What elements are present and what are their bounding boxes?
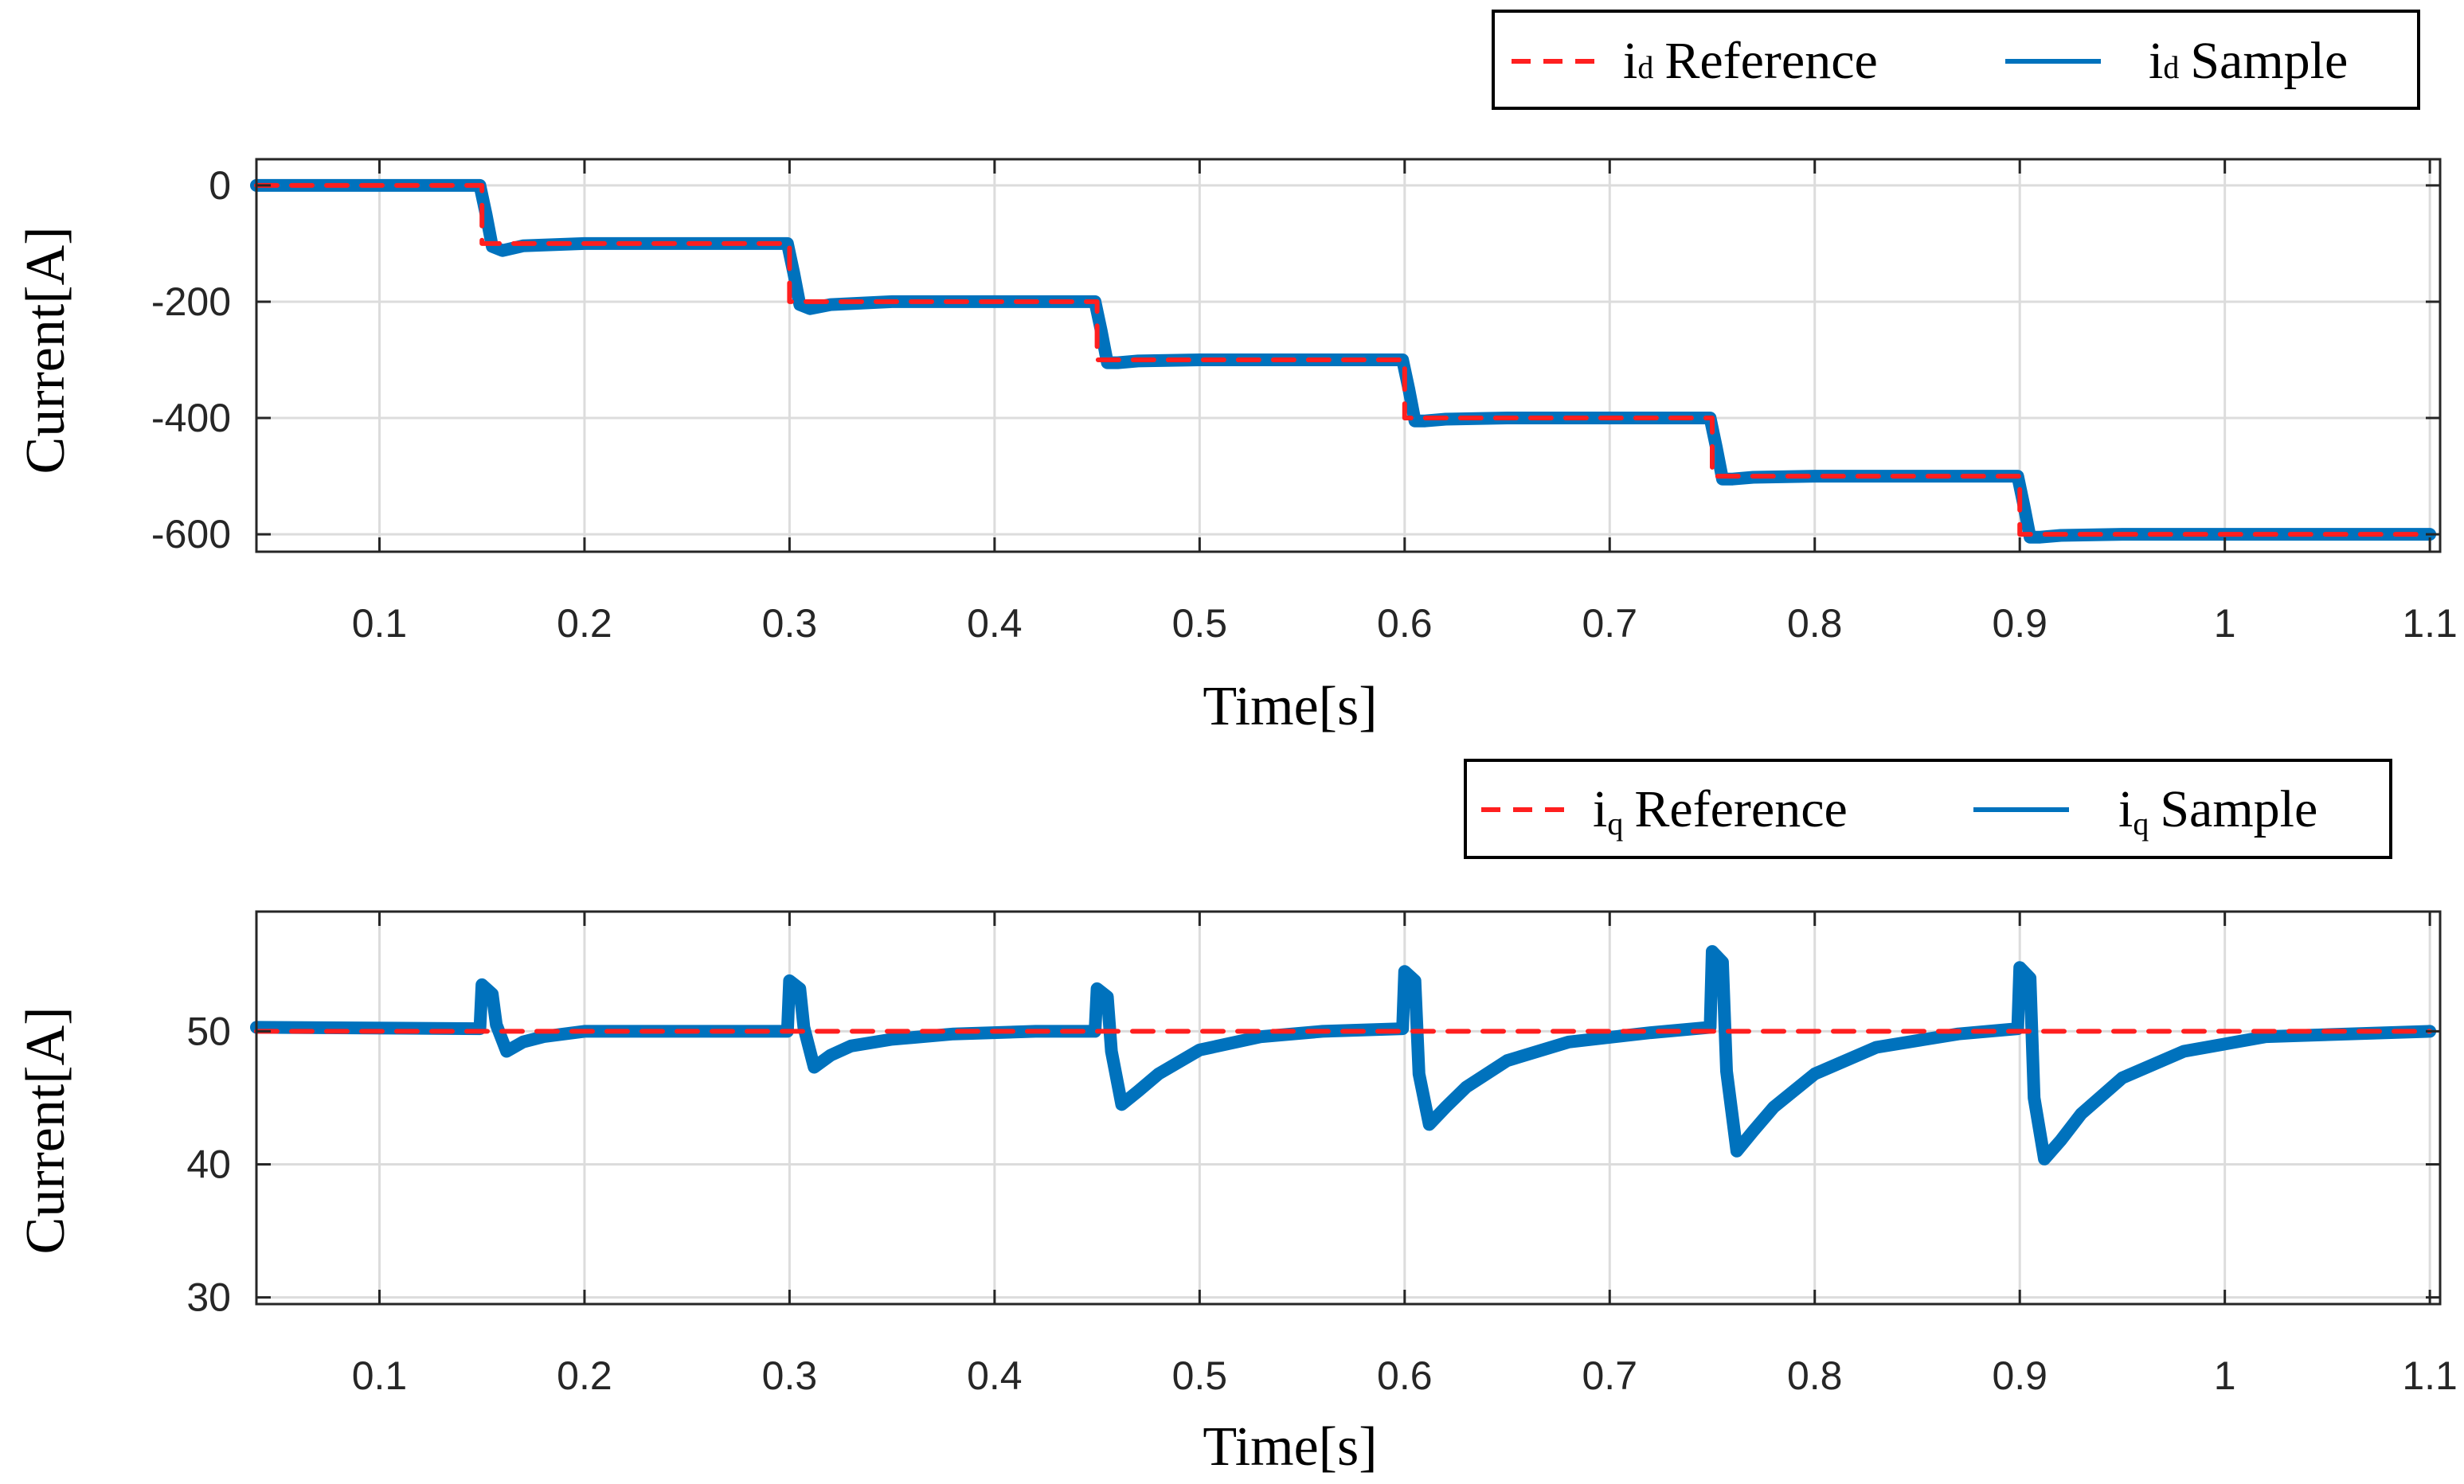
iq-grid [256, 912, 2440, 1304]
id-plot-area [250, 178, 2437, 544]
id-x-tick-label: 0.8 [1787, 601, 1843, 646]
id-axes-box [255, 158, 2442, 553]
iq-sample-series [250, 945, 2437, 1166]
iq-y-tick-label: 30 [186, 1275, 231, 1320]
iq-legend-reference-label: iq Reference [1593, 780, 1848, 842]
iq-axes-box [255, 910, 2442, 1306]
id-x-tick-label: 0.6 [1377, 601, 1433, 646]
id-x-tick-label: 0.7 [1582, 601, 1638, 646]
iq-plot-area [250, 945, 2437, 1166]
id-current-chart: id Reference id Sample 0.1 0.2 0.3 0.4 0.5 0.6 0… [15, 10, 2458, 737]
iq-ticks [256, 912, 2440, 1304]
id-x-tick-label: 0.5 [1172, 601, 1228, 646]
id-ticks [256, 159, 2440, 552]
iq-y-tick-label: 40 [186, 1142, 231, 1187]
id-x-tick-label: 0.2 [557, 601, 612, 646]
iq-legend-box [1464, 759, 2392, 859]
id-y-tick-label: -200 [151, 279, 231, 324]
id-tick-labels: 0.1 0.2 0.3 0.4 0.5 0.6 0.7 0.8 0.9 1 1.1 0 -200 -400… [151, 163, 2458, 646]
id-x-tick-label: 0.1 [352, 601, 408, 646]
iq-x-tick-label: 0.7 [1582, 1353, 1638, 1398]
iq-x-tick-label: 0.9 [1992, 1353, 2047, 1398]
id-legend-sample-label: id Sample [2149, 32, 2348, 90]
iq-x-tick-label: 0.4 [967, 1353, 1023, 1398]
id-y-tick-label: -400 [151, 396, 231, 440]
id-x-axis-title: Time[s] [1203, 676, 1377, 737]
iq-x-tick-label: 0.3 [762, 1353, 818, 1398]
id-legend: id Reference id Sample [1492, 10, 2420, 110]
id-x-tick-label: 1.1 [2402, 601, 2458, 646]
iq-y-axis-title: Current[A] [15, 1006, 76, 1254]
id-x-tick-label: 1 [2214, 601, 2236, 646]
iq-tick-labels: 0.1 0.2 0.3 0.4 0.5 0.6 0.7 0.8 0.9 1 1.1 30 40 50 [186, 1009, 2458, 1398]
iq-y-tick-label: 50 [186, 1009, 231, 1053]
iq-x-tick-label: 0.8 [1787, 1353, 1843, 1398]
id-legend-reference-label: id Reference [1623, 32, 1878, 90]
id-y-tick-label: -600 [151, 512, 231, 556]
id-x-tick-label: 0.9 [1992, 601, 2047, 646]
id-x-tick-label: 0.4 [967, 601, 1023, 646]
iq-x-tick-label: 0.6 [1377, 1353, 1433, 1398]
iq-legend-sample-label: iq Sample [2118, 780, 2317, 842]
id-y-axis-title: Current[A] [15, 226, 76, 474]
iq-x-tick-label: 1 [2214, 1353, 2236, 1398]
id-legend-box [1492, 10, 2420, 110]
id-y-tick-label: 0 [209, 163, 231, 208]
iq-legend: iq Reference iq Sample [1464, 759, 2392, 859]
iq-x-tick-label: 0.2 [557, 1353, 612, 1398]
iq-x-tick-label: 0.1 [352, 1353, 408, 1398]
id-x-tick-label: 0.3 [762, 601, 818, 646]
iq-x-tick-label: 1.1 [2402, 1353, 2458, 1398]
iq-x-tick-label: 0.5 [1172, 1353, 1228, 1398]
iq-x-axis-title: Time[s] [1203, 1416, 1377, 1478]
id-reference-series [254, 182, 2433, 537]
iq-current-chart: iq Reference iq Sample 0.1 0.2 0.3 0.4 0.5 0.6 0… [15, 759, 2458, 1478]
